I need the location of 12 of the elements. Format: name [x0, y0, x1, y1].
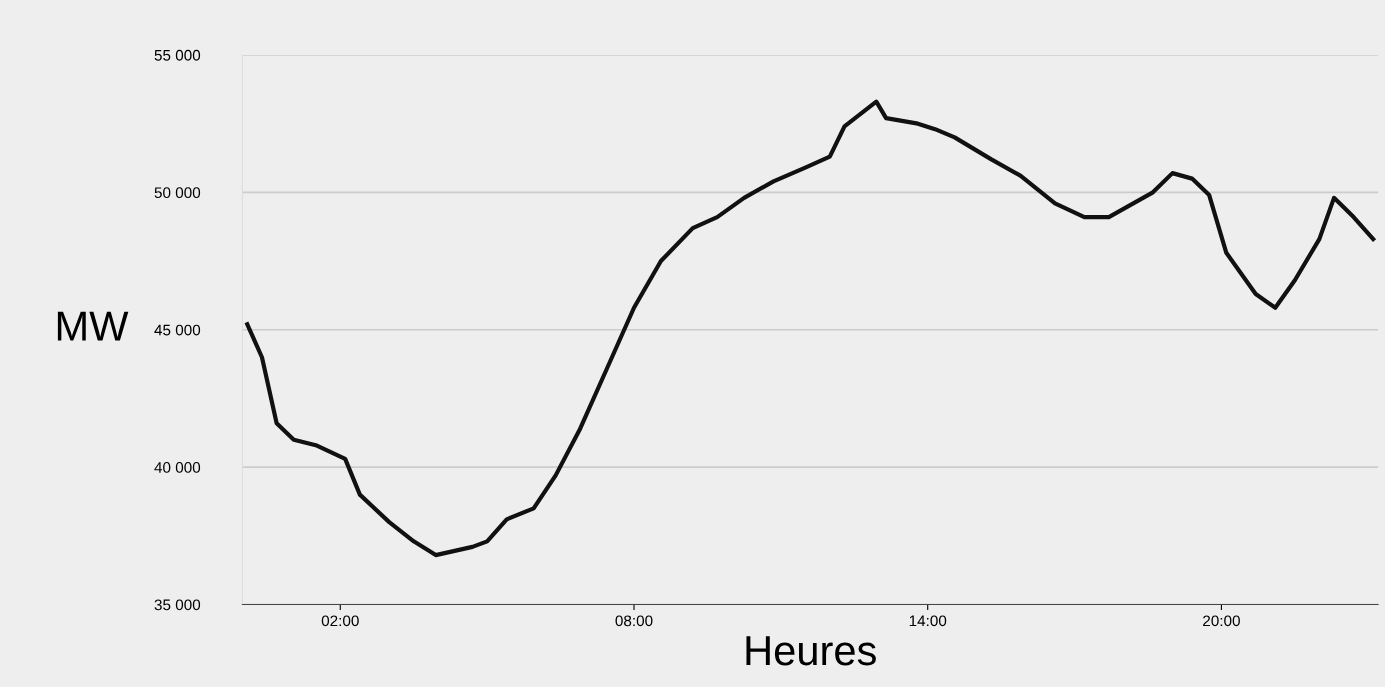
- y-tick-label: 35 000: [154, 599, 201, 611]
- y-tick-label: 40 000: [154, 462, 201, 473]
- y-tick-label: 55 000: [154, 49, 201, 61]
- y-tick-label: 50 000: [154, 187, 201, 199]
- x-tick-label: 08:00: [615, 615, 653, 627]
- x-tick-label: 02:00: [321, 615, 359, 627]
- x-tick-label: 20:00: [1203, 615, 1240, 627]
- y-axis-title: MW: [57, 311, 129, 341]
- line-series: [245, 99, 1376, 558]
- y-tick-label: 45 000: [154, 324, 201, 336]
- x-tick-label: 14:00: [909, 615, 947, 627]
- x-axis-title: Heures: [746, 636, 876, 666]
